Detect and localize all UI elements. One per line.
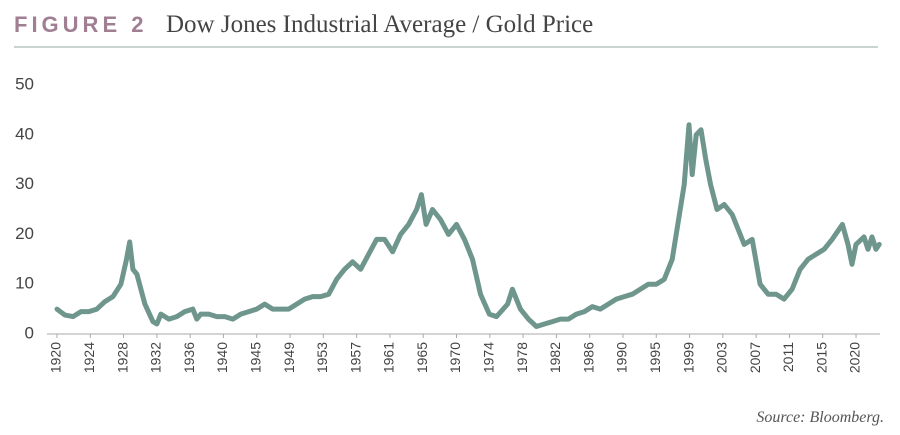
x-tick-label: 1982	[547, 342, 563, 373]
x-tick-label: 1928	[114, 342, 130, 373]
y-tick-label: 10	[15, 274, 34, 293]
x-tick-label: 1924	[81, 342, 97, 373]
x-tick-label: 2020	[847, 342, 863, 373]
x-tick-label: 1953	[314, 342, 330, 373]
source-note: Source: Bloomberg.	[756, 409, 884, 426]
data-line	[54, 122, 882, 329]
x-tick-label: 2007	[747, 342, 763, 373]
x-tick-label: 1961	[381, 342, 397, 373]
x-tick-label: 1986	[580, 342, 596, 373]
x-tick-label: 1970	[447, 342, 463, 373]
y-tick-label: 0	[25, 323, 34, 342]
figure-label: FIGURE 2	[14, 12, 147, 37]
x-tick-label: 1932	[148, 342, 164, 373]
x-tick-label: 1974	[481, 342, 497, 373]
y-tick-label: 30	[15, 174, 34, 193]
x-tick-label: 2015	[813, 342, 829, 373]
x-tick-label: 1957	[347, 342, 363, 373]
x-tick-label: 1999	[680, 342, 696, 373]
x-tick-label: 1965	[414, 342, 430, 373]
x-tick-label: 2003	[714, 342, 730, 373]
x-tick-label: 1995	[647, 342, 663, 373]
chart-title: Dow Jones Industrial Average / Gold Pric…	[166, 11, 593, 38]
x-tick-label: 1940	[214, 342, 230, 373]
x-tick-label: 1949	[281, 342, 297, 373]
x-tick-label: 1990	[614, 342, 630, 373]
x-tick-label: 1945	[247, 342, 263, 373]
x-tick-label: 1936	[181, 342, 197, 373]
y-tick-label: 50	[15, 74, 34, 93]
x-tick-label: 2011	[780, 342, 796, 372]
y-tick-label: 20	[15, 224, 34, 243]
x-tick-label: 1920	[48, 342, 64, 373]
y-tick-label: 40	[15, 124, 34, 143]
x-tick-label: 1978	[514, 342, 530, 373]
